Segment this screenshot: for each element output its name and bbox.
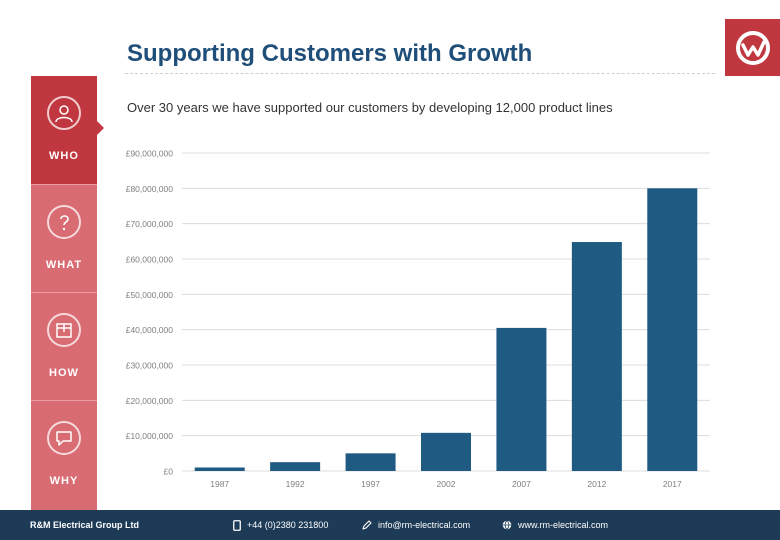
x-tick-label: 1992 bbox=[286, 479, 305, 489]
x-tick-label: 2002 bbox=[437, 479, 456, 489]
y-tick-label: £60,000,000 bbox=[126, 255, 174, 265]
title-divider bbox=[125, 73, 715, 74]
sidebar-nav: WHO WHAT HOW WHY bbox=[31, 76, 97, 510]
y-tick-label: £20,000,000 bbox=[126, 396, 174, 406]
box-icon bbox=[47, 313, 81, 347]
footer-website[interactable]: www.rm-electrical.com bbox=[502, 520, 608, 530]
revenue-bar-chart: £0 £10,000,000 £20,000,000 £30,000,000 £40,0… bbox=[126, 149, 710, 489]
footer-email-text: info@rm-electrical.com bbox=[378, 520, 471, 530]
y-tick-label: £30,000,000 bbox=[126, 361, 174, 371]
bar bbox=[270, 462, 321, 471]
footer-email[interactable]: info@rm-electrical.com bbox=[362, 520, 470, 530]
y-tick-label: £0 bbox=[164, 467, 174, 477]
x-tick-label: 1997 bbox=[361, 479, 380, 489]
brand-logo-icon bbox=[735, 30, 770, 65]
footer-company: R&M Electrical Group Ltd bbox=[30, 520, 140, 530]
footer-phone-text: +44 (0)2380 231800 bbox=[247, 520, 329, 530]
sidebar-item-why[interactable]: WHY bbox=[31, 400, 97, 510]
footer-phone[interactable]: +44 (0)2380 231800 bbox=[233, 519, 329, 531]
page-title: Supporting Customers with Growth bbox=[127, 40, 533, 67]
globe-icon bbox=[502, 520, 512, 530]
bar bbox=[571, 242, 622, 471]
y-tick-label: £80,000,000 bbox=[126, 184, 174, 194]
y-tick-label: £50,000,000 bbox=[126, 290, 174, 300]
bar bbox=[647, 188, 698, 472]
speech-bubble-icon bbox=[47, 421, 81, 455]
sidebar-item-label: WHAT bbox=[45, 259, 83, 271]
sidebar-item-what[interactable]: WHAT bbox=[31, 184, 97, 292]
x-tick-label: 1987 bbox=[210, 479, 229, 489]
brand-logo[interactable] bbox=[725, 19, 780, 76]
sidebar-item-label: HOW bbox=[49, 367, 79, 379]
x-tick-label: 2012 bbox=[587, 479, 606, 489]
question-icon bbox=[47, 205, 81, 239]
sidebar-item-label: WHO bbox=[49, 150, 79, 162]
y-tick-label: £70,000,000 bbox=[126, 219, 174, 229]
sidebar-item-how[interactable]: HOW bbox=[31, 292, 97, 400]
x-tick-label: 2007 bbox=[512, 479, 531, 489]
pencil-icon bbox=[362, 520, 372, 530]
sidebar-item-label: WHY bbox=[49, 475, 79, 487]
sidebar-item-who[interactable]: WHO bbox=[31, 76, 97, 184]
bar bbox=[496, 327, 547, 471]
y-tick-label: £90,000,000 bbox=[126, 149, 174, 159]
phone-icon bbox=[233, 519, 241, 531]
bar bbox=[421, 432, 471, 471]
y-tick-label: £10,000,000 bbox=[126, 431, 174, 441]
page-subtitle: Over 30 years we have supported our cust… bbox=[127, 100, 613, 115]
active-item-pointer bbox=[97, 121, 104, 135]
footer-bar: R&M Electrical Group Ltd +44 (0)2380 231… bbox=[0, 510, 780, 540]
bar bbox=[345, 453, 396, 471]
footer-website-text: www.rm-electrical.com bbox=[518, 520, 609, 530]
x-tick-label: 2017 bbox=[663, 479, 682, 489]
user-icon bbox=[47, 96, 81, 130]
bar bbox=[194, 467, 245, 471]
y-tick-label: £40,000,000 bbox=[126, 325, 174, 335]
